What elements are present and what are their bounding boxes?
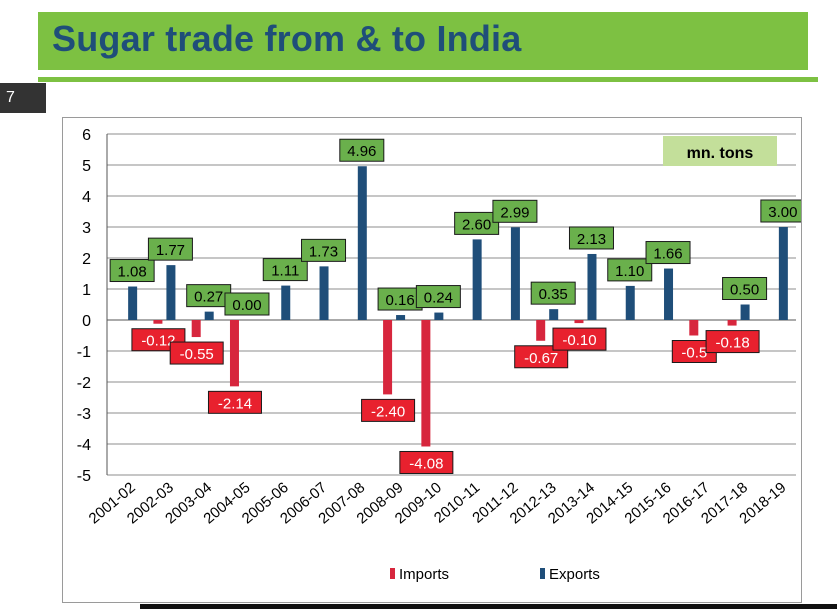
exports-bar — [587, 253, 597, 320]
imports-data-label-box — [361, 398, 416, 422]
y-tick-label: -5 — [77, 468, 91, 485]
imports-data-label-box — [207, 390, 262, 414]
y-tick-label: 0 — [82, 313, 91, 330]
imports-bar — [689, 320, 699, 336]
exports-data-label: 1.10 — [615, 263, 644, 280]
exports-data-label: 1.73 — [309, 243, 338, 260]
imports-data-label: -0.67 — [524, 350, 558, 367]
exports-bar — [434, 312, 444, 320]
y-tick-label: 6 — [82, 127, 91, 144]
exports-bar — [396, 315, 406, 320]
exports-data-label: 3.00 — [768, 204, 797, 221]
exports-data-label-box — [530, 281, 576, 305]
imports-data-label-box — [705, 330, 760, 354]
exports-data-label-box — [607, 258, 653, 282]
exports-data-label-box — [301, 238, 347, 262]
exports-bar — [319, 266, 329, 320]
imports-data-label: -0.10 — [562, 332, 596, 349]
exports-data-label-box — [454, 211, 500, 235]
exports-bar — [664, 268, 674, 320]
slide-number: 7 — [0, 83, 46, 113]
exports-data-label: 0.50 — [730, 282, 759, 299]
imports-data-label: -0.18 — [715, 335, 749, 352]
imports-data-label-box — [399, 450, 454, 474]
exports-bar — [510, 227, 520, 320]
exports-data-label-box — [722, 277, 768, 300]
y-tick-label: 1 — [82, 282, 91, 299]
legend-label-imports: Imports — [399, 566, 449, 583]
exports-data-label: 2.13 — [577, 231, 606, 248]
y-tick-label: -2 — [77, 375, 91, 392]
exports-data-label: 0.35 — [539, 286, 568, 303]
exports-data-label-box — [262, 258, 308, 282]
y-tick-label: 3 — [82, 220, 91, 237]
exports-data-label-box — [147, 237, 193, 261]
exports-data-label: 0.27 — [194, 289, 223, 306]
imports-data-label-box — [552, 327, 607, 351]
exports-data-label: 1.66 — [653, 246, 682, 263]
legend-label-exports: Exports — [549, 566, 600, 583]
imports-data-label: -0.12 — [141, 333, 175, 350]
legend-swatch-exports — [540, 568, 545, 579]
imports-bar — [727, 320, 737, 326]
exports-data-label-box — [415, 285, 461, 309]
imports-bar — [153, 320, 163, 324]
exports-bar — [472, 239, 482, 320]
y-tick-label: 5 — [82, 158, 91, 175]
imports-data-label: -0.55 — [180, 346, 214, 363]
exports-bar — [778, 227, 788, 320]
imports-data-label: -0.5 — [681, 345, 707, 362]
imports-data-label: -2.40 — [371, 403, 405, 420]
exports-bar — [357, 166, 367, 320]
chart-frame: 6 5 4 3 2 1 0 -1 -2 -3 -4 -5 mn. tons 2001-02 2002-03 2… — [62, 117, 806, 603]
imports-bar — [383, 320, 393, 395]
imports-data-label-box — [169, 341, 224, 365]
exports-data-label-box — [568, 226, 614, 250]
y-tick-label: -4 — [77, 437, 91, 454]
exports-bar — [549, 309, 559, 320]
imports-bar — [191, 320, 201, 338]
title-bar: Sugar trade from & to India — [38, 12, 808, 70]
exports-bar — [204, 311, 214, 320]
exports-data-label: 0.24 — [424, 290, 453, 307]
legend-swatch-imports — [390, 568, 395, 579]
exports-bar — [625, 285, 635, 320]
exports-bar — [166, 265, 176, 320]
y-tick-label: -1 — [77, 344, 91, 361]
imports-bar — [229, 320, 239, 387]
exports-data-label-box — [645, 241, 691, 265]
exports-data-label: 4.96 — [347, 143, 376, 160]
exports-data-label: 2.99 — [500, 204, 529, 221]
imports-data-label-box — [514, 345, 569, 369]
imports-bar — [421, 320, 431, 447]
exports-data-label-box — [224, 292, 270, 316]
exports-bar — [740, 304, 750, 320]
title-underline — [38, 77, 818, 82]
exports-data-label: 0.16 — [385, 292, 414, 309]
unit-label-box — [663, 136, 777, 166]
imports-data-label: -2.14 — [218, 395, 252, 412]
unit-label: mn. tons — [687, 145, 754, 162]
y-tick-label: -3 — [77, 406, 91, 423]
exports-bar — [128, 286, 138, 320]
exports-data-label-box — [339, 138, 385, 162]
imports-bar — [574, 320, 584, 324]
y-tick-label: 2 — [82, 251, 91, 268]
exports-data-label-box — [492, 199, 538, 223]
exports-data-label: 0.00 — [232, 297, 261, 314]
exports-data-label: 1.11 — [271, 263, 299, 280]
imports-data-label: -4.08 — [409, 455, 443, 472]
y-tick-label: 4 — [82, 189, 91, 206]
imports-bar — [536, 320, 546, 341]
bottom-rule — [140, 604, 837, 609]
exports-data-label: 1.08 — [118, 264, 147, 281]
page-title: Sugar trade from & to India — [52, 18, 522, 59]
exports-data-label-box — [109, 259, 155, 283]
exports-data-label: 1.77 — [156, 242, 185, 259]
exports-data-label: 2.60 — [462, 216, 491, 233]
exports-bar — [281, 285, 291, 320]
